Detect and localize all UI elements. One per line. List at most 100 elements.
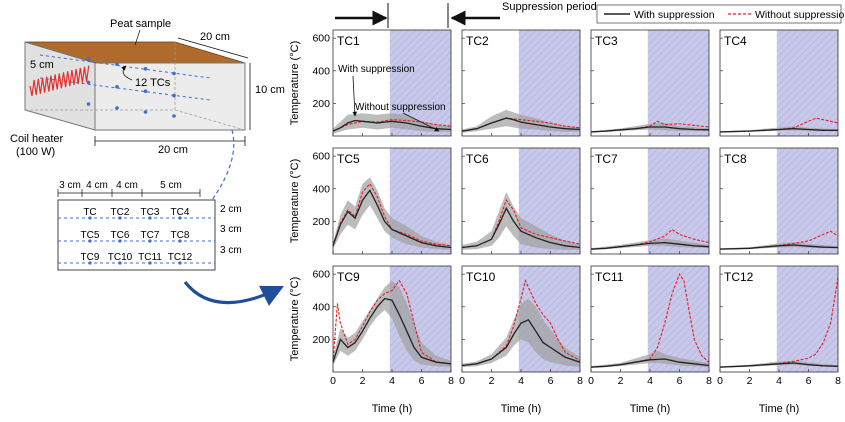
x-tick-label: 8: [835, 375, 841, 387]
y-tick-label: 400: [312, 65, 330, 77]
x-tick-label: 6: [548, 375, 554, 387]
tc-dot: [143, 89, 148, 93]
tc-layout-label: TC2: [111, 207, 130, 218]
tc-dot: [178, 239, 182, 243]
tc-dot: [118, 239, 122, 243]
panel-tc8: TC8: [719, 147, 839, 255]
y-tick-label: 400: [312, 183, 330, 195]
dim-bottom-label: 20 cm: [158, 144, 188, 156]
tc-dot: [172, 71, 176, 76]
tc-dot: [115, 85, 119, 89]
series-without-suppression: [332, 182, 452, 247]
panel-tc4: TC4: [719, 29, 839, 137]
x-tick-label: 8: [706, 375, 712, 387]
layout-depth-label: 3 cm: [220, 224, 242, 235]
y-tick-label: 600: [312, 33, 330, 45]
layout-dim-label: 4 cm: [86, 180, 108, 191]
tc-row-line: [39, 77, 211, 101]
tc-dot: [148, 239, 152, 243]
series-without-suppression: [332, 119, 452, 132]
tc-layout-label: TC5: [81, 230, 100, 241]
series-with-suppression: [590, 241, 710, 250]
x-tick-label: 8: [577, 375, 583, 387]
tc-layout-label: TC12: [168, 252, 193, 263]
suppression-period-label: Suppression period: [502, 1, 597, 13]
series-without-suppression: [332, 279, 452, 365]
series-with-suppression: [332, 189, 452, 249]
y-tick-label: 400: [312, 301, 330, 313]
x-tick-label: 4: [389, 375, 395, 387]
x-axis-label: Time (h): [759, 403, 800, 415]
panel-tc6: TC6: [461, 147, 581, 255]
x-axis-label: Time (h): [630, 403, 671, 415]
x-tick-label: 2: [360, 375, 366, 387]
tc-dot: [115, 62, 119, 66]
series-with-suppression: [461, 206, 581, 249]
panel-tc12: 0 2 4 6 8 TC12: [717, 265, 841, 387]
with-suppression-band: [333, 113, 451, 134]
series-with-suppression: [590, 358, 710, 368]
suppression-shade: [776, 266, 838, 372]
panel-title: TC3: [595, 34, 618, 48]
tc-dot: [86, 102, 91, 106]
series-without-suppression: [719, 117, 839, 133]
tc-dot: [118, 216, 122, 220]
x-axis-label: Time (h): [501, 403, 542, 415]
panel-tc1: 200 400 600 TC1 With suppression Without supp…: [312, 29, 452, 137]
tc-dot: [178, 216, 182, 220]
x-tick-label: 2: [618, 375, 624, 387]
series-without-suppression: [461, 199, 581, 249]
suppression-shade: [647, 148, 709, 254]
y-axis-label: Temperature (°C): [289, 159, 301, 243]
legend-with: With suppression: [634, 9, 715, 21]
series-with-suppression: [719, 244, 839, 250]
panel-tc10: 0 2 4 6 8 TC10: [459, 265, 583, 387]
box-front-face: [94, 62, 246, 131]
suppression-shade: [776, 30, 838, 136]
panel-title: TC4: [724, 34, 747, 48]
x-tick-label: 2: [747, 375, 753, 387]
series-with-suppression: [461, 117, 581, 132]
series-without-suppression: [590, 120, 710, 133]
panel-title: TC2: [466, 34, 489, 48]
series-with-suppression: [461, 318, 581, 367]
x-tick-label: 0: [330, 375, 336, 387]
tc-layout: 3 cm 4 cm 4 cm 5 cm 2 cm 3 cm 3 cm TC TC2 TC3 TC…: [57, 180, 285, 306]
tc-dot: [148, 216, 152, 220]
tc-dot: [118, 261, 122, 265]
tc-dot: [88, 261, 92, 265]
layout-box: [57, 199, 216, 271]
tc-dot: [148, 261, 152, 265]
tc-layout-label: TC9: [81, 252, 100, 263]
panel-tc9: 0 2 4 6 8 200 400 600 TC9: [312, 265, 454, 387]
tc-layout-label: TC3: [141, 207, 160, 218]
panel-title: TC7: [595, 152, 618, 166]
x-tick-label: 4: [518, 375, 524, 387]
series-with-suppression: [590, 126, 710, 133]
connector-dashed: [211, 129, 235, 201]
series-with-suppression: [332, 119, 452, 132]
tc-layout-label: TC6: [111, 230, 130, 241]
tc-dot: [172, 93, 176, 98]
tc-layout-label: TC11: [138, 252, 162, 263]
coil-heater-power-label: (100 W): [16, 146, 55, 158]
tc-dot: [88, 216, 92, 220]
sample-schematic: Peat sample 20 cm 10 cm 20 cm 5 cm 12 TC…: [10, 18, 285, 201]
tc-layout-label: TC: [83, 207, 96, 218]
tc-dot: [86, 80, 91, 85]
with-suppression-band: [333, 177, 451, 250]
panel-title: TC1: [337, 34, 360, 48]
legend-without: Without suppression: [755, 9, 845, 21]
x-tick-label: 6: [419, 375, 425, 387]
tc-dot: [88, 239, 92, 243]
panel-tc11: 0 2 4 6 8 TC11: [588, 265, 712, 387]
panel-tc7: TC7: [590, 147, 710, 255]
tc-dot: [178, 261, 182, 265]
with-suppression-band: [462, 192, 580, 250]
x-tick-label: 4: [647, 375, 653, 387]
box-left-face: [24, 41, 96, 131]
panel-title: TC6: [466, 152, 489, 166]
series-without-suppression: [590, 228, 710, 250]
series-with-suppression: [719, 128, 838, 133]
tc-dot: [86, 57, 91, 62]
